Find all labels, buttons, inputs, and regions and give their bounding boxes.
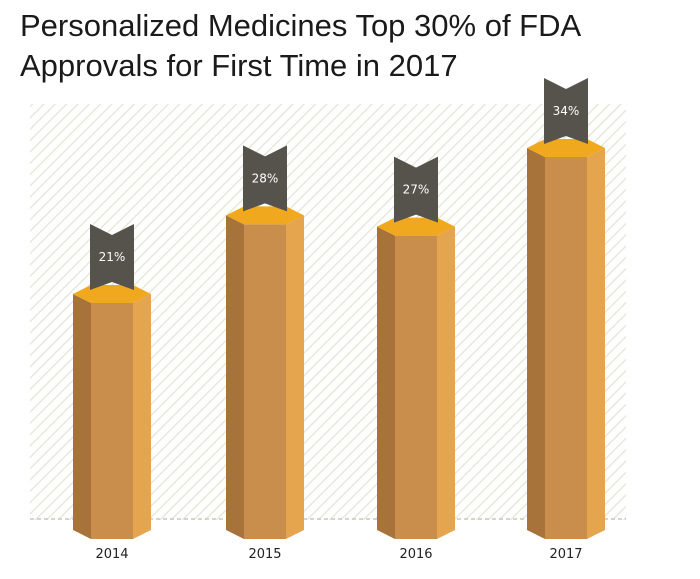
bar-top-cap [73, 285, 151, 304]
bar-top-cap [377, 217, 455, 236]
value-tag [243, 145, 287, 212]
bar-right-face [437, 226, 455, 539]
x-tick-label-2016: 2016 [399, 547, 432, 562]
bars-group: 21% 28% 27% 34% [73, 78, 605, 540]
value-tag [544, 78, 588, 144]
bar-2017: 34% [527, 78, 605, 539]
data-label-2014: 21% [99, 250, 126, 264]
bar-top-cap [226, 206, 304, 225]
chart-title-line-2: Approvals for First Time in 2017 [20, 48, 458, 83]
data-label-2017: 34% [553, 104, 580, 118]
x-tick-label-2014: 2014 [95, 547, 128, 562]
bar-top-cap [527, 139, 605, 157]
bar-front-face [395, 235, 437, 539]
bar-left-face [527, 148, 545, 539]
bar-left-face [377, 226, 395, 539]
bar-right-face [286, 215, 304, 540]
bar-2015: 28% [226, 145, 304, 540]
bar-left-face [73, 294, 91, 539]
bar-front-face [545, 157, 587, 539]
chart-title: Personalized Medicines Top 30% of FDA Ap… [20, 6, 680, 86]
bar-front-face [244, 224, 286, 540]
bar-2016: 27% [377, 156, 455, 539]
x-axis-tick-labels: 2014 2015 2016 2017 [95, 547, 582, 562]
x-tick-label-2017: 2017 [549, 547, 582, 562]
bar-right-face [587, 148, 605, 539]
x-tick-label-2015: 2015 [248, 547, 281, 562]
chart-title-line-1: Personalized Medicines Top 30% of FDA [20, 8, 582, 43]
data-label-2016: 27% [403, 183, 430, 197]
data-label-2015: 28% [252, 171, 279, 185]
value-tag [394, 156, 438, 223]
bar-right-face [133, 294, 151, 539]
bar-left-face [226, 215, 244, 540]
value-tag [90, 224, 134, 291]
bar-front-face [91, 303, 133, 539]
bar-2014: 21% [73, 224, 151, 539]
